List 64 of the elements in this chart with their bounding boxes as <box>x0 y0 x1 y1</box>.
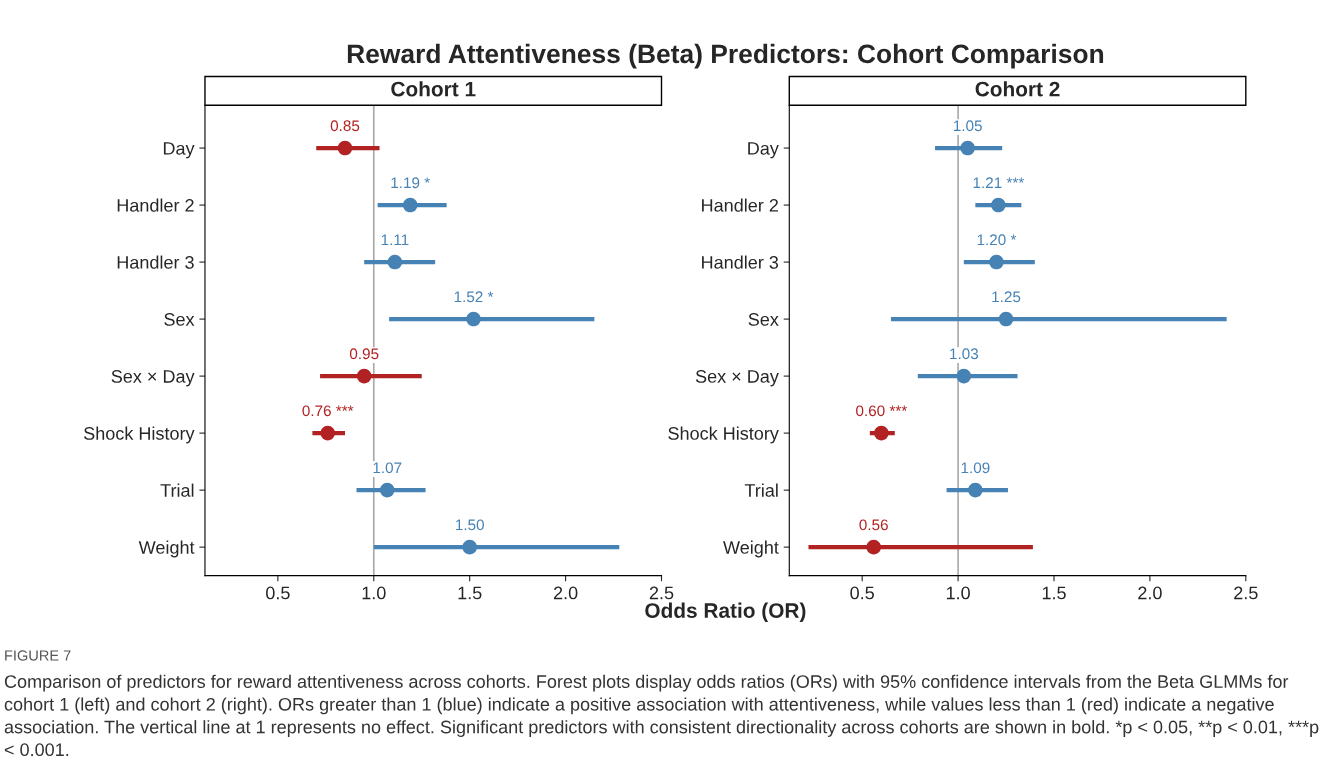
data-label: 1.09 <box>961 462 990 474</box>
point <box>337 140 353 156</box>
data-label: 0.76 *** <box>302 405 354 417</box>
y-tick-label: Sex × Day <box>695 370 779 387</box>
text: Reward Attentiveness (Beta) Predictors: Cohort Comparison <box>347 43 1104 69</box>
x-axis-title: Odds Ratio (OR) <box>645 602 806 623</box>
x-tick-label: 2.5 <box>649 586 674 600</box>
x-tick-label: 1.5 <box>458 586 482 600</box>
data-label: 0.56 <box>859 519 888 531</box>
data-label: 1.25 <box>992 291 1021 303</box>
chart-subtitle: Cohort 2 <box>975 81 1060 97</box>
y-tick-label: Handler 2 <box>702 198 778 212</box>
point <box>320 425 336 441</box>
point <box>998 311 1014 327</box>
chart-subtitle: Cohort 1 <box>391 81 476 97</box>
y-tick-label: Sex <box>164 313 195 326</box>
y-tick-label: Sex × Day <box>111 370 195 387</box>
y-tick-label: Shock History <box>668 426 779 444</box>
data-label: 1.52 * <box>454 291 494 303</box>
y-tick-label: Day <box>163 142 195 159</box>
point <box>462 539 477 555</box>
text: Comparison of predictors for reward attentiveness across cohorts. Forest plots display odds ratios (ORs) with 95% confidence intervals from the Beta GLMMs for cohort 1 (left) and cohort 2 (right). ORs greater than 1 (blue) indicate a positive association with attentiveness, while values less than 1 (red) indicate a negative association. The vertical line at 1 represents no effect. Significant predictors with consistent directionality across cohorts are shown in bold. *p < 0.05, **p < 0.01, ***p < 0.001. <box>4 674 1319 757</box>
x-tick-label: 1.5 <box>1042 586 1066 600</box>
caption: FIGURE 7 <box>5 650 71 661</box>
x-tick-label: 2.5 <box>1234 586 1258 600</box>
y-tick-label: Handler 2 <box>117 198 194 212</box>
data-label: 1.20 * <box>977 234 1017 246</box>
point <box>466 311 481 327</box>
point <box>991 197 1006 213</box>
point <box>968 482 983 498</box>
y-tick-label: Weight <box>723 540 779 558</box>
point <box>387 254 403 270</box>
point <box>989 254 1004 270</box>
data-label: 1.03 <box>950 348 979 360</box>
x-tick-label: 0.5 <box>266 586 290 600</box>
y-tick-label: Sex <box>748 313 779 326</box>
point <box>956 368 972 384</box>
x-tick-label: 1.0 <box>946 586 970 600</box>
x-tick-label: 2.0 <box>553 586 578 600</box>
point <box>356 368 372 384</box>
data-label: 1.07 <box>373 462 402 474</box>
y-tick-label: Handler 3 <box>117 255 194 269</box>
y-tick-label: Weight <box>138 540 195 558</box>
y-tick-label: Handler 3 <box>702 255 779 269</box>
point <box>379 482 395 498</box>
y-tick-label: Shock History <box>84 426 195 444</box>
data-label: 0.85 <box>330 120 360 132</box>
y-tick-label: Trial <box>744 483 778 497</box>
x-tick-label: 2.0 <box>1138 586 1162 600</box>
data-label: 1.50 <box>455 519 484 531</box>
data-label: 1.21 *** <box>973 177 1025 189</box>
data-label: 1.11 <box>381 234 409 246</box>
data-label: 1.19 * <box>391 177 430 189</box>
data-label: 0.60 *** <box>856 405 908 417</box>
data-label: 1.05 <box>953 120 982 132</box>
x-tick-label: 1.0 <box>362 586 386 600</box>
y-tick-label: Trial <box>160 483 194 497</box>
y-tick-label: Day <box>748 142 779 159</box>
point <box>866 539 881 555</box>
point <box>874 425 889 441</box>
x-tick-label: 0.5 <box>850 586 874 600</box>
point <box>402 197 418 213</box>
data-label: 0.95 <box>349 348 379 360</box>
point <box>960 140 975 156</box>
